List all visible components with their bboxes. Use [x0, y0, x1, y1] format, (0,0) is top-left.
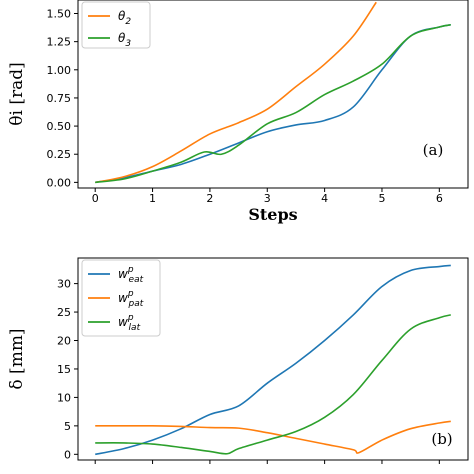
y-tick-label: 0	[64, 448, 71, 461]
panel-b-series	[95, 264, 451, 456]
y-tick-label: 25	[57, 306, 71, 319]
x-tick-label: 3	[264, 192, 271, 205]
legend-entry: wp pat	[118, 289, 144, 309]
x-tick-label: 0	[92, 192, 99, 205]
panel-a-x-ticks: 0 1 2 3 4 5 6	[92, 188, 443, 205]
panel-a-x-label: Steps	[248, 205, 297, 224]
x-tick-label: 2	[206, 192, 213, 205]
series-line-b-1	[95, 264, 451, 456]
panel-b-x-ticks	[94, 460, 440, 464]
x-tick-label: 5	[378, 192, 385, 205]
y-tick-label: 1.00	[47, 64, 72, 77]
y-tick-label: 0.25	[47, 148, 72, 161]
panel-a-tag: (a)	[423, 141, 444, 159]
panel-a-y-label: θi [rad]	[7, 62, 27, 125]
panel-b-y-ticks: 0 5 10 15 20 25 30	[57, 278, 78, 461]
panel-a-y-ticks: 0.00 0.25 0.50 0.75 1.00 1.25 1.50	[47, 8, 78, 189]
y-tick-label: 10	[57, 391, 71, 404]
panel-b-frame	[77, 257, 469, 461]
panel-b-y-label: δ [mm]	[7, 328, 27, 389]
series-line-b-3	[95, 314, 451, 455]
x-tick-label: 6	[436, 192, 443, 205]
legend-box	[81, 259, 161, 337]
y-tick-label: 0.75	[47, 92, 72, 105]
y-tick-label: 0.00	[47, 176, 72, 189]
y-tick-label: 1.25	[47, 36, 72, 49]
y-tick-label: 30	[57, 278, 71, 291]
legend-entry: wp eat	[118, 265, 144, 285]
legend-box	[81, 1, 151, 49]
y-tick-label: 5	[64, 420, 71, 433]
panel-b-tag: (b)	[431, 430, 452, 448]
series-line-b-2	[95, 420, 451, 454]
y-tick-label: 20	[57, 335, 71, 348]
series-line-a-2	[95, 1, 377, 184]
x-tick-label: 4	[321, 192, 328, 205]
legend-entry: θ2	[118, 9, 131, 27]
panel-a-series	[95, 1, 451, 184]
series-line-a-3	[95, 23, 451, 184]
panel-a-frame	[77, 0, 469, 189]
y-tick-label: 1.50	[47, 8, 72, 21]
legend-entry: wp lat	[118, 313, 141, 333]
legend-entry: θ3	[118, 31, 131, 49]
y-tick-label: 15	[57, 363, 71, 376]
panel-b-legend: wp eat wp pat wp lat	[81, 259, 161, 337]
panel-b: 0 5 10 15 20 25 30 wp eat wp pat wp lat δ [mm] (b)	[7, 257, 469, 464]
y-tick-label: 0.50	[47, 120, 72, 133]
x-tick-label: 1	[149, 192, 156, 205]
